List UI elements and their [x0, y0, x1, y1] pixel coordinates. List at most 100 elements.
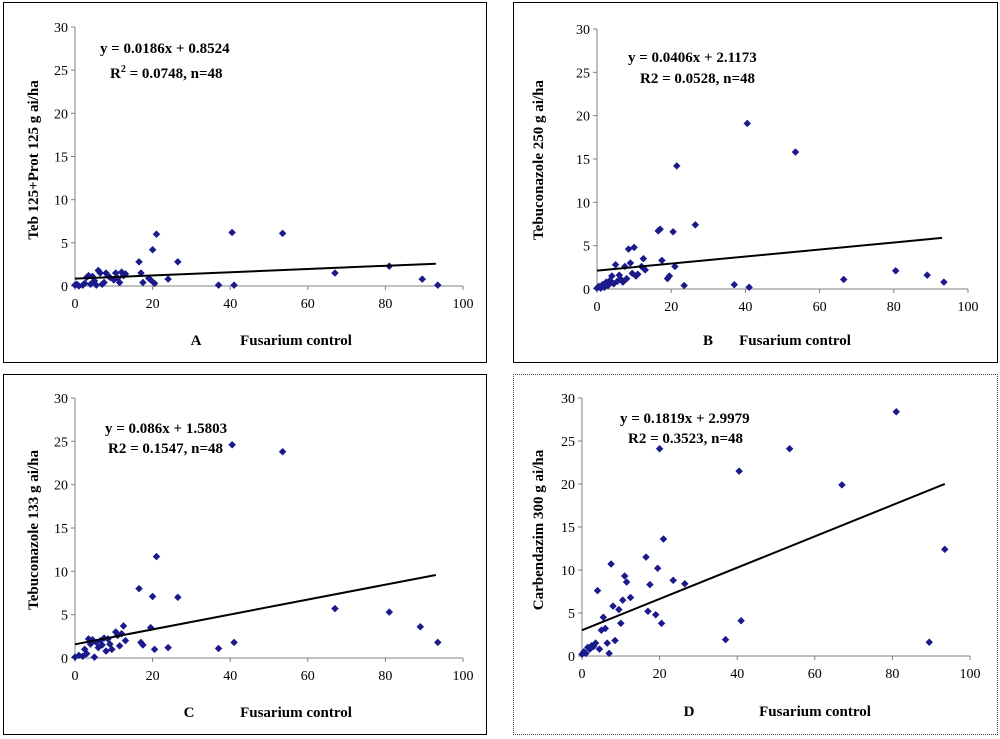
- data-point-d: [669, 576, 678, 585]
- y-tick-label: 30: [576, 23, 590, 38]
- data-point-c: [82, 649, 91, 658]
- x-tick-label: 40: [738, 300, 752, 315]
- data-point-d: [615, 605, 623, 614]
- data-point-b: [656, 225, 664, 234]
- y-tick-label: 10: [54, 194, 68, 209]
- data-point-b: [639, 254, 648, 263]
- data-point-b: [622, 274, 631, 283]
- y-tick-label: 25: [561, 435, 575, 450]
- x-tick-label: 100: [453, 669, 474, 684]
- chart-panel-d: [513, 374, 998, 735]
- r-squared-label-d: R2 = 0.3523, n=48: [628, 431, 743, 447]
- y-tick-label: 0: [61, 652, 68, 667]
- data-point-b: [641, 266, 650, 274]
- x-tick-label: 60: [813, 300, 827, 315]
- data-point-d: [582, 649, 590, 658]
- data-point-c: [121, 636, 130, 645]
- x-tick-label: 60: [808, 667, 822, 682]
- panel-label-d: D: [684, 704, 695, 720]
- data-point-b: [672, 162, 681, 170]
- y-tick-label: 30: [561, 392, 575, 407]
- data-point-a: [135, 257, 143, 266]
- x-tick-label: 0: [579, 667, 586, 682]
- data-point-d: [680, 579, 689, 588]
- data-point-c: [173, 593, 182, 602]
- y-tick-label: 30: [54, 392, 68, 407]
- y-tick-label: 0: [583, 283, 590, 298]
- r-squared-label-c: R2 = 0.1547, n=48: [108, 441, 223, 457]
- regression-equation-d: y = 0.1819x + 2.9979: [620, 411, 750, 427]
- data-point-d: [838, 481, 846, 489]
- data-point-a: [418, 275, 427, 283]
- y-axis-title-c: Tebuconazole 133 g ai/ha: [26, 450, 42, 610]
- y-tick-label: 15: [561, 521, 575, 536]
- data-point-c: [214, 644, 223, 653]
- chart-panel-c: [3, 374, 487, 735]
- data-point-d: [620, 572, 629, 580]
- data-point-c: [148, 592, 157, 601]
- data-point-b: [626, 259, 635, 267]
- data-point-b: [730, 280, 739, 289]
- data-point-c: [98, 641, 107, 649]
- r-squared-label-b: R2 = 0.0528, n=48: [640, 71, 755, 87]
- chart-panel-b: [513, 2, 998, 363]
- y-tick-label: 0: [61, 280, 68, 295]
- x-axis-title-c: Fusarium control: [240, 705, 352, 721]
- x-axis-title-d: Fusarium control: [759, 704, 871, 720]
- regression-equation-b: y = 0.0406x + 2.1173: [628, 50, 757, 66]
- data-point-c: [385, 608, 394, 616]
- x-tick-label: 0: [72, 297, 79, 312]
- y-tick-label: 15: [54, 522, 68, 537]
- y-axis-title-d: Carbendazim 300 g ai/ha: [531, 449, 547, 610]
- y-tick-label: 10: [576, 196, 590, 211]
- data-point-d: [591, 639, 600, 647]
- data-point-c: [228, 440, 236, 449]
- data-point-b: [658, 256, 666, 265]
- data-point-d: [603, 639, 612, 647]
- data-point-b: [839, 275, 848, 284]
- r-squared-prefix: R: [110, 66, 121, 82]
- r-squared-superscript: 2: [121, 64, 126, 75]
- data-point-c: [115, 642, 124, 650]
- data-point-d: [642, 553, 650, 561]
- data-point-b: [607, 272, 616, 280]
- x-tick-label: 60: [301, 669, 315, 684]
- data-point-a: [150, 279, 159, 288]
- x-tick-label: 40: [223, 669, 237, 684]
- regression-equation-c: y = 0.086x + 1.5803: [105, 421, 227, 437]
- y-axis-title-b: Tebuconazole 250 g ai/ha: [531, 80, 547, 240]
- data-point-b: [633, 270, 642, 279]
- data-point-c: [230, 638, 238, 647]
- data-point-d: [657, 619, 666, 628]
- x-tick-label: 20: [664, 300, 678, 315]
- y-tick-label: 0: [568, 650, 575, 665]
- data-point-c: [139, 641, 147, 649]
- data-point-b: [669, 227, 677, 236]
- data-point-a: [96, 269, 105, 277]
- data-point-d: [651, 610, 660, 619]
- data-point-b: [680, 281, 689, 290]
- data-point-a: [148, 245, 157, 254]
- data-point-d: [605, 649, 614, 658]
- data-point-a: [152, 230, 161, 239]
- y-tick-label: 25: [54, 64, 68, 79]
- trend-line-b: [596, 236, 943, 272]
- y-tick-label: 10: [561, 564, 575, 579]
- y-tick-label: 30: [54, 21, 68, 36]
- data-point-a: [230, 281, 238, 289]
- data-point-a: [164, 275, 172, 283]
- data-point-b: [891, 266, 900, 275]
- data-point-c: [119, 622, 128, 630]
- data-point-d: [892, 407, 901, 416]
- x-tick-label: 100: [958, 300, 979, 315]
- y-tick-label: 15: [54, 151, 68, 166]
- data-point-c: [135, 584, 143, 593]
- r-squared-label-a: R2 = 0.0748, n=48: [110, 64, 223, 82]
- data-point-d: [659, 535, 668, 543]
- data-point-d: [601, 624, 610, 633]
- x-tick-label: 20: [146, 297, 160, 312]
- data-point-d: [593, 586, 602, 595]
- y-tick-label: 10: [54, 565, 68, 580]
- trend-line-d: [581, 483, 946, 632]
- x-tick-label: 80: [887, 300, 901, 315]
